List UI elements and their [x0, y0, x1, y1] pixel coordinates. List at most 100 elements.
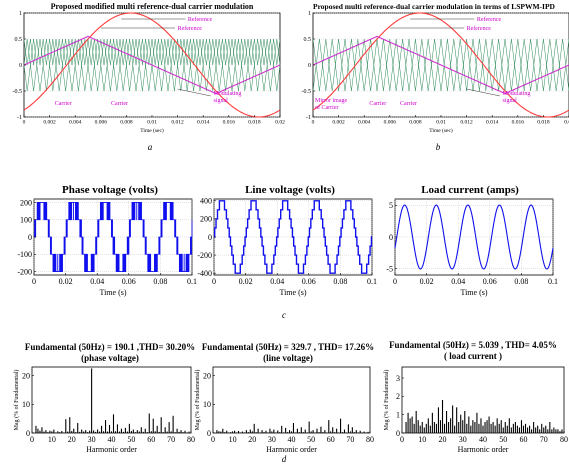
fft-phase-plot-xtick-label: 60	[147, 435, 155, 444]
fft-line-plot-ytick-label: 20	[203, 371, 211, 380]
plot-b-modulating-line	[312, 35, 569, 95]
fft-current-plot-ylabel: Mag (% of Fundamental)	[383, 370, 390, 431]
fft-line-sub-text: (line voltage)	[263, 353, 313, 363]
plot-a-carrier-1	[23, 38, 281, 66]
plot-a-annot-carrier-2: Carrier	[111, 101, 128, 107]
plot-b-xtick-label: 0.018	[537, 120, 550, 126]
line-voltage-plot-xtick-label: 0.06	[302, 277, 316, 286]
plot-b-carrier-1	[312, 38, 569, 66]
load-current-plot-xtick-label: 0.1	[548, 277, 558, 286]
fft-current-plot-xtick-label: 20	[439, 435, 447, 444]
fft-phase-plot-ytick-label: 20	[22, 371, 30, 380]
load-current-plot-xtick-label: 0.08	[514, 277, 528, 286]
fft-phase-plot-xlabel: Harmonic order	[86, 445, 137, 454]
load-current-plot-xtick-label: 0.04	[451, 277, 465, 286]
fft-line-plot-xtick-label: 20	[248, 435, 256, 444]
fft-line-plot-xtick-label: 10	[229, 435, 237, 444]
plot-b-annot-reference-2: Reference	[467, 25, 492, 32]
load-current-plot-ytick-label: 5	[389, 201, 393, 210]
fft-line-plot-xtick-label: 30	[268, 435, 276, 444]
plot-a-annot-reference-2: Reference	[178, 25, 203, 32]
fft-line-fundamental: Fundamental (50Hz) = 329.7 , THD= 17.26%…	[198, 342, 378, 364]
fft-current-plot-xtick-label: 80	[560, 435, 568, 444]
line-voltage-plot-ytick-label: 200	[200, 215, 212, 224]
fft-current-plot-xtick-label: 30	[459, 435, 467, 444]
fft-phase-plot-xtick-label: 10	[48, 435, 56, 444]
plot-a-carrier-2	[23, 38, 281, 66]
fft-current-plot-xtick-label: 0	[400, 435, 404, 444]
plot-a-xtick-label: 0.006	[95, 120, 108, 126]
plot-a-xtick-label: 0	[23, 120, 26, 126]
plot-b-annot-mirror-2: of Carrier	[315, 104, 339, 111]
plot-b-annot-carrier-1: Carrier	[369, 101, 386, 107]
phase-voltage-plot-xtick-label: 0.04	[90, 277, 104, 286]
plot-b-ytick-label: 1	[308, 11, 311, 17]
phase-voltage-plot-xtick-label: 0	[32, 277, 36, 286]
fft-current-plot-xtick-label: 10	[418, 435, 426, 444]
plot-a-ytick-label: 0.5	[15, 37, 23, 43]
plot-b-carrier-2	[312, 64, 569, 92]
plot-b-reference-line	[312, 12, 569, 118]
plot-b-annot-carrier-2: Carrier	[400, 101, 417, 107]
load-current-plot-ytick-label: -5	[386, 264, 393, 273]
plot-a-xtick-label: 0.014	[197, 120, 210, 126]
phase-voltage-plot-ytick-label: -200	[17, 267, 32, 276]
phase-voltage-plot-xtick-label: 0.06	[122, 277, 136, 286]
plot-b-xtick-label: 0	[312, 120, 315, 126]
phase-voltage-plot-ytick-label: 100	[20, 216, 32, 225]
load-current-plot-xtick-label: 0	[393, 277, 397, 286]
line-voltage-title: Line voltage (volts)	[245, 184, 335, 196]
fft-line-fund-text: Fundamental (50Hz) = 329.7 , THD= 17.26%	[201, 342, 375, 352]
plot-a-xtick-label: 0.02	[275, 120, 285, 126]
fft-phase-plot-xtick-label: 30	[88, 435, 96, 444]
plot-b-xtick-label: 0.012	[460, 120, 473, 126]
fft-current-plot-xtick-label: 60	[520, 435, 528, 444]
fft-phase-plot-xtick-label: 80	[187, 435, 195, 444]
fft-current-plot-xtick-label: 40	[479, 435, 487, 444]
fft-phase-plot-ytick-label: 10	[22, 400, 30, 409]
panel-c-label: c	[282, 310, 286, 320]
fft-current-fund-text: Fundamental (50Hz) = 5.039 , THD= 4.05%	[389, 340, 557, 350]
fft-current-plot-ytick-label: 2	[396, 392, 400, 401]
plot-a-ytick-label: 0	[19, 63, 22, 69]
fft-line-plot-xtick-label: 40	[288, 435, 296, 444]
fft-phase-plot-ytick-label: 0	[26, 429, 30, 438]
fft-phase-plot-xtick-label: 0	[30, 435, 34, 444]
plot-b-xtick-label: 0.014	[486, 120, 499, 126]
phase-voltage-title: Phase voltage (volts)	[62, 184, 158, 196]
fft-phase-plot-ylabel: Mag (% of Fundamental)	[13, 370, 20, 431]
fft-line-plot-xtick-label: 70	[346, 435, 354, 444]
fft-current-sub-text: ( load current )	[443, 351, 503, 361]
fft-line-plot-ytick-label: 0	[207, 429, 211, 438]
line-voltage-plot-ytick-label: 0	[208, 233, 212, 242]
plot-b-annot-modulating-1: Modulating	[502, 91, 530, 97]
fft-phase-sub-text: (phase voltage)	[81, 353, 139, 363]
load-current-plot-xlabel: Time (s)	[460, 288, 487, 297]
plot-a-annot-carrier-1: Carrier	[55, 101, 72, 107]
plot-a-carrier-lower	[23, 64, 281, 92]
plot-b-xlabel: Time (sec)	[429, 127, 453, 134]
plot-a-ytick-label: -1	[17, 115, 22, 121]
plot-a-xlabel: Time (sec)	[140, 127, 164, 134]
line-voltage-plot-xtick-label: 0.08	[333, 277, 347, 286]
plot-b-xtick-label: 0.016	[512, 120, 525, 126]
fft-line-plot-frame	[212, 366, 371, 434]
plot-a-xtick-label: 0.01	[147, 120, 157, 126]
plot-a-title: Proposed modified multi reference-dual c…	[50, 2, 254, 11]
plot-b-annot-mirror-1: Mirror image	[315, 98, 347, 104]
load-current-plot-xtick-label: 0.06	[483, 277, 497, 286]
line-voltage-plot-xtick-label: 0.04	[270, 277, 284, 286]
phase-voltage-plot-ytick-label: 200	[20, 198, 32, 207]
fft-current-plot-xtick-label: 50	[499, 435, 507, 444]
plot-b-xtick-label: 0.002	[332, 120, 345, 126]
load-current-plot-xtick-label: 0.02	[420, 277, 434, 286]
plot-a-xtick-label: 0.012	[171, 120, 184, 126]
fft-phase-fundamental: Fundamental (50Hz) = 190.1 ,THD= 30.20% …	[20, 342, 200, 364]
plot-b-title: Proposed multi reference-dual carrier mo…	[313, 2, 555, 11]
plot-b-ytick-label: 0.5	[304, 37, 312, 43]
plot-b-xtick-label: 0.02	[564, 120, 569, 126]
plot-a-ytick-label: -0.5	[13, 89, 23, 95]
line-voltage-plot-xtick-label: 0.02	[239, 277, 253, 286]
fft-phase-plot-xtick-label: 50	[127, 435, 135, 444]
fft-current-plot-xtick-label: 70	[540, 435, 548, 444]
